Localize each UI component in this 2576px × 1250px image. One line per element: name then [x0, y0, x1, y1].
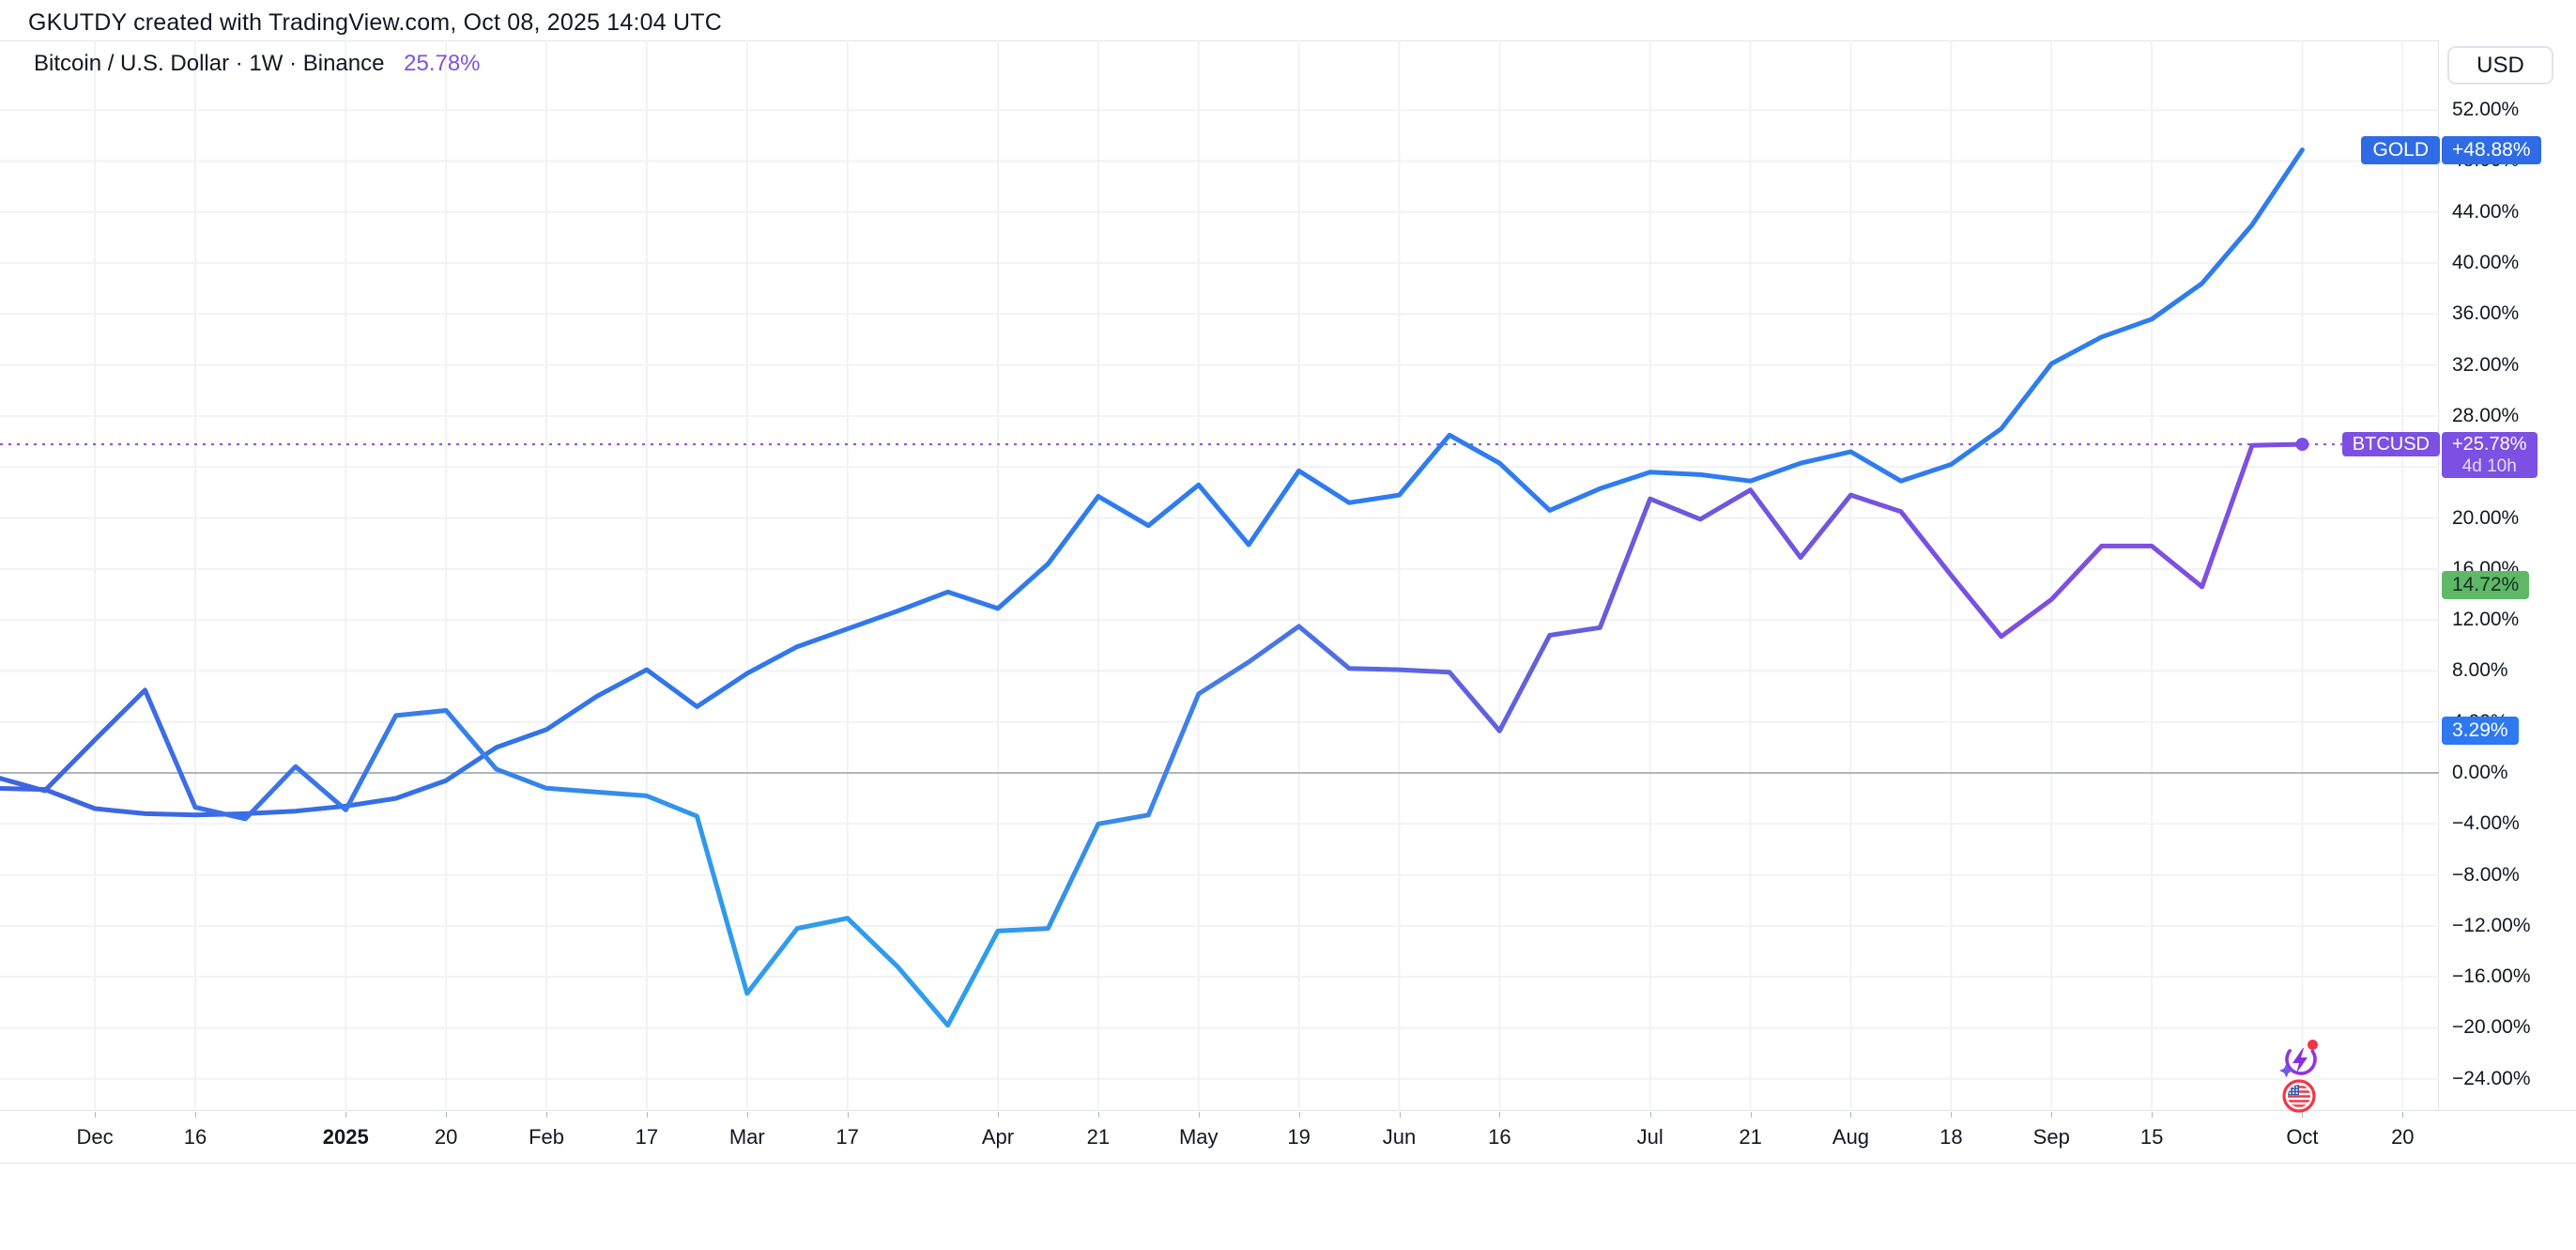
- time-axis-tick: [546, 1112, 548, 1118]
- time-axis-label: Sep: [2032, 1125, 2070, 1149]
- price-axis-label: −16.00%: [2452, 965, 2531, 988]
- price-axis-label: 8.00%: [2452, 659, 2508, 682]
- time-axis-label: Oct: [2286, 1125, 2319, 1149]
- price-axis-label: −8.00%: [2452, 863, 2520, 886]
- btcusd-series-name-tag: BTCUSD: [2341, 432, 2440, 457]
- price-axis-label: 52.00%: [2452, 99, 2520, 121]
- price-axis-label: −24.00%: [2452, 1067, 2531, 1089]
- price-axis-label: 32.00%: [2452, 353, 2520, 376]
- time-axis-label: Mar: [728, 1125, 765, 1149]
- footer-bar: TradingView: [0, 1165, 2576, 1250]
- price-axis-label: 40.00%: [2452, 252, 2520, 274]
- btcusd-bar-countdown: 4d 10h: [2461, 455, 2517, 476]
- watermark-text: GKUTDY created with TradingView.com, Oct…: [28, 9, 722, 36]
- time-axis-tick: [2152, 1112, 2154, 1118]
- time-axis-tick: [446, 1112, 448, 1118]
- time-axis-label: 16: [183, 1125, 207, 1149]
- time-axis-tick: [847, 1112, 849, 1118]
- chart-pane[interactable]: [0, 40, 2439, 1111]
- price-axis-label: −4.00%: [2452, 812, 2520, 835]
- time-axis-label: Aug: [1832, 1125, 1870, 1149]
- time-axis-tick: [1750, 1112, 1752, 1118]
- legend-symbol-title[interactable]: Bitcoin / U.S. Dollar · 1W · Binance: [34, 51, 385, 76]
- time-axis-label: Feb: [529, 1125, 564, 1149]
- us-economic-event-icon[interactable]: [2281, 1078, 2317, 1114]
- time-axis-tick: [1097, 1112, 1099, 1118]
- price-axis-label: −20.00%: [2452, 1016, 2531, 1039]
- time-axis-label: 20: [2391, 1125, 2415, 1149]
- price-axis-label: 36.00%: [2452, 302, 2520, 325]
- price-axis-label: 44.00%: [2452, 200, 2520, 223]
- time-axis-tick: [2302, 1112, 2304, 1118]
- time-axis-tick: [646, 1112, 648, 1118]
- time-axis-label: Jun: [1382, 1125, 1417, 1149]
- time-axis-label: Jul: [1636, 1125, 1664, 1149]
- price-axis[interactable]: [2439, 40, 2576, 1111]
- price-axis-label: 0.00%: [2452, 762, 2508, 783]
- time-axis-label: 16: [1488, 1125, 1511, 1149]
- time-axis-tick: [1850, 1112, 1852, 1118]
- btcusd-last-value: +25.78%: [2452, 433, 2527, 455]
- time-axis-tick: [95, 1112, 97, 1118]
- time-axis-label: May: [1178, 1125, 1219, 1149]
- time-axis-tick: [2051, 1112, 2053, 1118]
- time-axis-label: 17: [836, 1125, 859, 1149]
- price-axis-label: 28.00%: [2452, 404, 2520, 426]
- time-axis-tick: [1951, 1112, 1953, 1118]
- gold-last-value-pill: +48.88%: [2442, 135, 2541, 164]
- time-axis-tick: [1399, 1112, 1401, 1118]
- blue-series-value-pill: 3.29%: [2442, 717, 2519, 746]
- time-axis-label: 19: [1287, 1125, 1311, 1149]
- gold-series-name-tag: GOLD: [2361, 135, 2440, 164]
- time-axis-label: Apr: [981, 1125, 1015, 1149]
- green-series-value-pill: 14.72%: [2442, 571, 2530, 600]
- time-axis-label: 21: [1739, 1125, 1762, 1149]
- legend-change-percent: 25.78%: [404, 51, 481, 76]
- time-axis-label: 15: [2139, 1125, 2164, 1149]
- symbol-legend[interactable]: Bitcoin / U.S. Dollar · 1W · Binance 25.…: [34, 51, 481, 77]
- time-axis-tick: [1499, 1112, 1501, 1118]
- time-axis-label: 18: [1940, 1125, 1963, 1149]
- time-axis-label: 17: [635, 1125, 659, 1149]
- currency-toggle-button[interactable]: USD: [2447, 46, 2553, 85]
- time-axis-label: 2025: [322, 1125, 369, 1149]
- price-axis-label: −12.00%: [2452, 914, 2531, 936]
- time-axis-tick: [194, 1112, 196, 1118]
- price-axis-label: 12.00%: [2452, 609, 2520, 631]
- time-axis-tick: [998, 1112, 999, 1118]
- time-axis-tick: [1649, 1112, 1651, 1118]
- time-axis-label: 21: [1086, 1125, 1111, 1149]
- time-axis-label: Dec: [76, 1125, 114, 1149]
- time-axis-tick: [746, 1112, 748, 1118]
- price-axis-label: 20.00%: [2452, 506, 2520, 529]
- lightning-bolt-icon: [2292, 1048, 2308, 1073]
- time-axis-tick: [345, 1112, 347, 1118]
- sparkle-icon: [2279, 1063, 2293, 1078]
- time-axis-tick: [2402, 1112, 2404, 1118]
- time-axis-label: 20: [434, 1125, 458, 1149]
- us-flag: [2288, 1085, 2310, 1107]
- time-axis-tick: [1298, 1112, 1300, 1118]
- time-axis[interactable]: Dec 16 2025 20 Feb 17 Mar 17 Apr 21 May 19 Jun 16 Jul 2…: [0, 1112, 2576, 1164]
- notification-dot: [2308, 1040, 2318, 1050]
- time-axis-tick: [1198, 1112, 1200, 1118]
- btcusd-last-value-pill: +25.78% 4d 10h: [2442, 432, 2538, 479]
- ai-spark-event-icon[interactable]: [2278, 1036, 2322, 1079]
